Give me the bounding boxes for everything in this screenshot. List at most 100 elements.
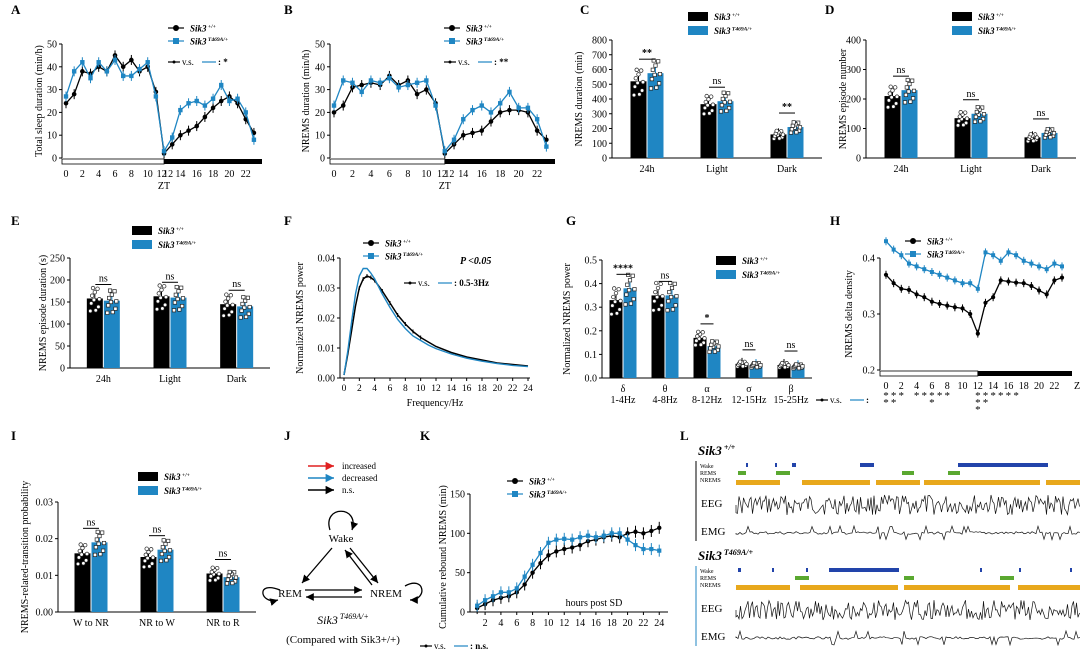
y-axis-label: NREMS duration (min/h): [301, 50, 312, 153]
data-dot: [973, 114, 978, 119]
data-dot: [727, 105, 732, 111]
legend-marker-mut: [368, 253, 374, 259]
data-dot: [81, 561, 86, 566]
data-dot: [669, 295, 674, 300]
y-tick-label: 50: [47, 40, 57, 51]
y-axis-label: Cumulative rebound NREMS (min): [438, 485, 449, 629]
data-point: [1059, 275, 1065, 280]
data-point: [937, 272, 942, 277]
data-dot: [96, 541, 101, 546]
legend: Sik3 +/+ Sik3 T469A/+: [688, 12, 752, 36]
significance-label: ns: [99, 273, 108, 284]
data-dot: [84, 551, 90, 557]
y-tick-label: 0.1: [585, 350, 598, 361]
data-dot: [786, 362, 791, 368]
data-point: [490, 594, 496, 599]
legend-swatch-wt: [138, 472, 158, 481]
data-dot: [698, 342, 704, 347]
panel-I: 0.00 0.01 0.02 0.03 ns W to NR ns NR to W ns NR t…: [20, 472, 256, 633]
bar: [223, 577, 240, 612]
x-tick-label: 20: [623, 618, 633, 629]
y-tick-label: 200: [592, 124, 607, 135]
data-dot: [907, 81, 912, 87]
data-point: [194, 98, 199, 104]
data-point: [475, 603, 480, 608]
nrems-band: [736, 585, 1080, 590]
legend-marker-wt: [449, 25, 455, 31]
legend-label-wt: Sik3 +/+: [714, 12, 740, 22]
data-point: [112, 57, 118, 63]
y-axis-label: NREMS duration (min): [574, 52, 585, 147]
stage-label: REMS: [700, 471, 716, 477]
data-dot: [636, 72, 641, 77]
y-tick-label: 700: [592, 50, 607, 61]
data-point: [169, 142, 175, 147]
x-tick-label: 14: [575, 618, 585, 629]
data-dot: [889, 95, 894, 100]
data-dot: [114, 299, 119, 304]
data-point: [1052, 278, 1057, 283]
data-point: [414, 91, 420, 97]
y-tick-label: 0.3: [585, 303, 598, 314]
data-dot: [75, 561, 81, 567]
eeg-trace: [735, 599, 1080, 621]
data-dot: [144, 546, 149, 551]
nrems-gap: [920, 479, 924, 485]
data-point: [331, 110, 337, 115]
wake-segment: [860, 463, 874, 467]
data-dot: [83, 542, 88, 548]
x-tick-label: 8: [405, 169, 410, 180]
bar: [91, 542, 108, 612]
wake-segment: [775, 463, 777, 467]
x-tick-label: σ: [746, 384, 752, 395]
x-tick-label: 2: [80, 169, 85, 180]
x-tick-label: W to NR: [73, 618, 109, 629]
data-point: [922, 267, 927, 272]
legend-label-mut: Sik3 T469A/+: [714, 26, 752, 36]
data-point: [341, 78, 346, 83]
x-tick-label: β: [788, 384, 793, 395]
data-dot: [796, 366, 801, 371]
light-phase-bar: [879, 370, 979, 377]
data-point: [80, 69, 85, 74]
legend-marker-mut: [173, 38, 179, 44]
data-dot: [724, 108, 729, 113]
data-dot: [159, 551, 164, 557]
data-dot: [142, 558, 148, 563]
y-tick-label: 0.01: [36, 571, 54, 582]
data-dot: [894, 94, 900, 99]
data-point: [63, 100, 69, 106]
stage-label: NREMS: [700, 478, 721, 484]
data-dot: [108, 299, 113, 305]
x-tick-label: 4: [914, 381, 919, 392]
data-dot: [695, 334, 700, 339]
x-tick-label: 14: [447, 384, 457, 394]
data-point: [906, 261, 911, 266]
x-tick-label: 12: [431, 384, 441, 394]
data-dot: [97, 534, 102, 539]
rems-segment: [904, 576, 914, 580]
y-tick-label: 40: [315, 62, 325, 73]
data-dot: [239, 308, 244, 313]
data-dot: [657, 71, 663, 77]
data-dot: [978, 119, 983, 124]
dark-phase-bar: [977, 371, 1072, 376]
x-tick-label: 18: [607, 618, 617, 629]
wake-segment: [1046, 463, 1048, 467]
data-dot: [112, 289, 117, 294]
data-dot: [1031, 138, 1036, 144]
panel-C: 0 100 200 300 400 500 600 700 800 ** 24h ns Light ** D…: [574, 12, 822, 175]
data-dot: [167, 555, 172, 560]
self-loop-nrem: [404, 582, 423, 604]
significance-star: *: [1013, 390, 1019, 402]
data-dot: [633, 76, 638, 81]
x-tick-label: NR to W: [139, 618, 175, 629]
data-dot: [76, 555, 82, 560]
x-tick-label: NR to R: [206, 618, 240, 629]
data-dot: [100, 530, 105, 535]
x-tick-label: Light: [960, 164, 982, 175]
bar: [170, 297, 187, 368]
legend-text: decreased: [342, 473, 378, 483]
data-point: [1006, 279, 1011, 284]
vs-result: : **: [494, 57, 509, 67]
